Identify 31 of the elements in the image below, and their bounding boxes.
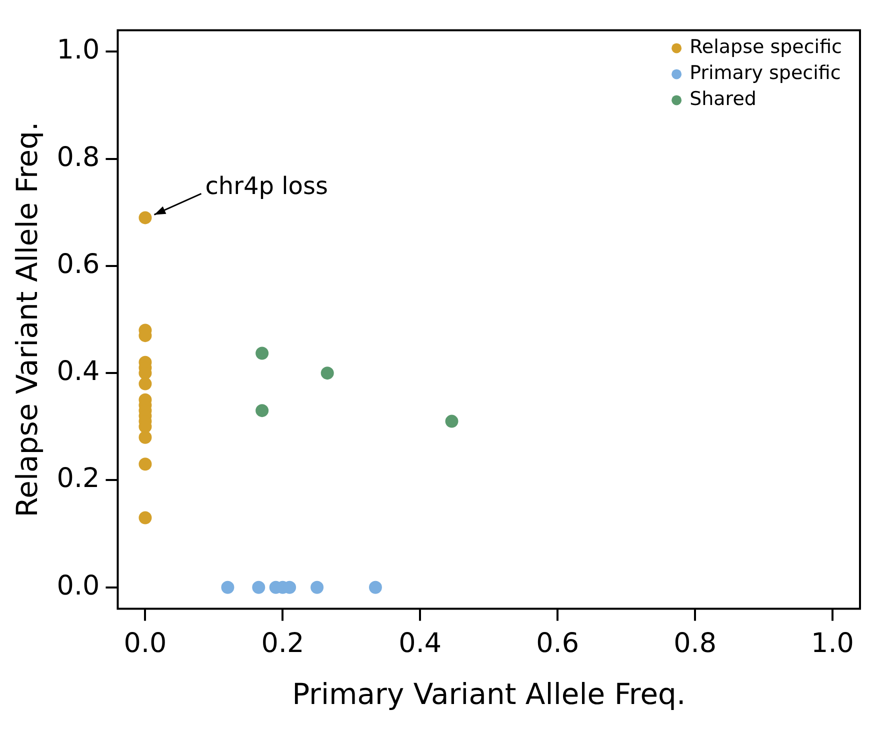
annotation: chr4p loss <box>205 172 328 200</box>
point <box>252 580 266 594</box>
point <box>138 377 152 390</box>
x-tick-label: 0.2 <box>261 628 304 660</box>
y-tick-label: 0.2 <box>56 463 100 494</box>
y-tick-label: 0.0 <box>56 570 100 602</box>
x-tick-label: 0.0 <box>124 628 167 660</box>
x-tick-label: 0.8 <box>674 628 717 660</box>
point <box>445 414 458 428</box>
point <box>138 458 152 471</box>
point <box>138 211 152 224</box>
y-tick-label: 1.0 <box>56 34 100 66</box>
y-tick-label: 0.4 <box>56 356 100 388</box>
x-tick-label: 0.4 <box>398 628 442 660</box>
point <box>256 404 269 418</box>
y-axis-title: Relapse Variant Allele Freq. <box>10 122 44 518</box>
x-axis-title: Primary Variant Allele Freq. <box>292 677 686 712</box>
y-tick-label: 0.6 <box>56 248 100 280</box>
point <box>320 366 334 380</box>
point <box>310 580 324 594</box>
x-tick-label: 0.6 <box>536 628 580 660</box>
point <box>138 430 152 444</box>
point <box>221 580 234 594</box>
legend-label: Relapse specific <box>690 36 842 58</box>
point <box>138 511 152 524</box>
y-tick-label: 0.8 <box>56 142 100 173</box>
point <box>368 580 382 594</box>
legend-label: Primary specific <box>690 62 841 84</box>
point <box>256 346 269 360</box>
x-tick-label: 1.0 <box>811 628 854 660</box>
legend-label: Shared <box>690 88 756 110</box>
